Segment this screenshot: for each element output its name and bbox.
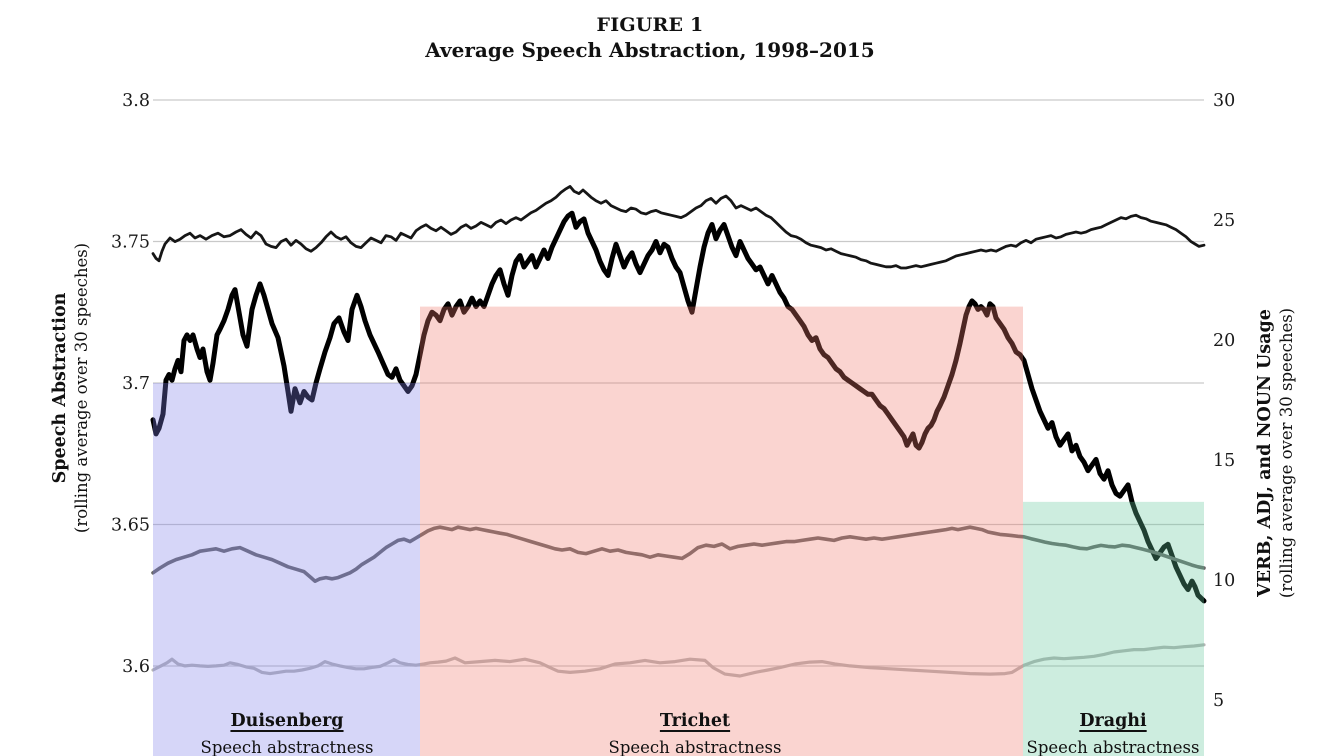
left-tick-3.7: 3.7 bbox=[122, 374, 150, 394]
right-axis-title-sub: (rolling average over 30 speeches) bbox=[1276, 307, 1296, 599]
figure-label: FIGURE 1 bbox=[596, 14, 704, 36]
right-tick-5: 5 bbox=[1213, 691, 1224, 711]
left-axis-title: Speech Abstraction (rolling average over… bbox=[50, 243, 93, 533]
figure-title: Average Speech Abstraction, 1998–2015 bbox=[425, 38, 875, 62]
right-tick-15: 15 bbox=[1213, 451, 1235, 471]
region-sublabel-draghi: Speech abstractness bbox=[1026, 737, 1200, 756]
series-noun-usage bbox=[151, 184, 1206, 270]
region-draghi bbox=[1023, 501, 1204, 756]
series-verb-usage bbox=[151, 525, 1206, 584]
region-trichet bbox=[420, 306, 1023, 756]
right-tick-20: 20 bbox=[1213, 331, 1235, 351]
series-speech-abstraction bbox=[150, 210, 1207, 604]
region-name-duisenberg: Duisenberg bbox=[230, 711, 344, 731]
right-tick-30: 30 bbox=[1213, 91, 1235, 111]
region-sublabel-duisenberg: Speech abstractness bbox=[200, 737, 374, 756]
region-duisenberg bbox=[153, 383, 420, 756]
left-tick-3.65: 3.65 bbox=[111, 516, 150, 536]
left-tick-3.6: 3.6 bbox=[122, 657, 150, 677]
region-label-duisenberg: Duisenberg Speech abstractness bbox=[201, 710, 374, 756]
region-label-trichet: Trichet Speech abstractness bbox=[609, 710, 782, 756]
right-axis-title: VERB, ADJ, and NOUN Usage (rolling avera… bbox=[1255, 308, 1298, 598]
right-tick-10: 10 bbox=[1213, 571, 1235, 591]
series-adj-usage bbox=[151, 643, 1206, 678]
right-axis-title-main: VERB, ADJ, and NOUN Usage bbox=[1254, 309, 1275, 597]
left-axis-title-sub: (rolling average over 30 speeches) bbox=[71, 242, 91, 534]
region-sublabel-trichet: Speech abstractness bbox=[608, 737, 782, 756]
region-name-draghi: Draghi bbox=[1079, 711, 1147, 731]
left-axis-title-main: Speech Abstraction bbox=[49, 292, 70, 484]
region-label-draghi: Draghi Speech abstractness bbox=[1027, 710, 1200, 756]
left-tick-3.8: 3.8 bbox=[122, 91, 150, 111]
right-tick-25: 25 bbox=[1213, 211, 1235, 231]
left-tick-3.75: 3.75 bbox=[111, 233, 150, 253]
region-name-trichet: Trichet bbox=[659, 711, 731, 731]
